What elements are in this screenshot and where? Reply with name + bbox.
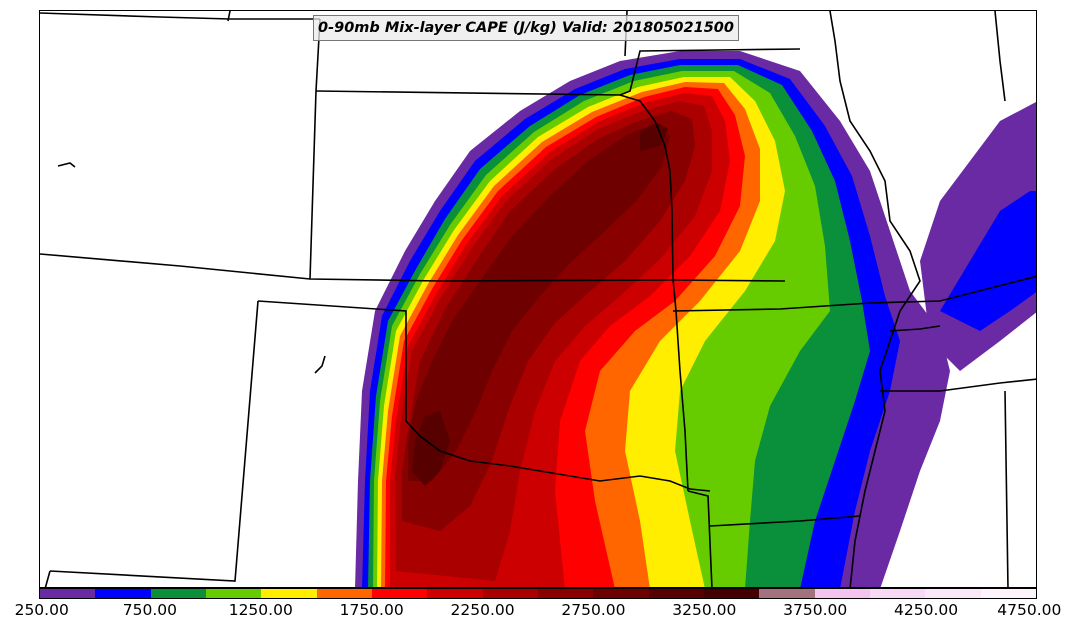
map-title: 0-90mb Mix-layer CAPE (J/kg) Valid: 2018… [313,15,739,41]
colorbar-tick-label: 1750.00 [339,601,404,619]
colorbar-tick-label: 750.00 [122,601,177,619]
colorbar [39,588,1037,599]
border-line [829,11,921,587]
border-line [687,490,713,587]
colorbar-segment [537,589,594,598]
cape-fill-layers [355,51,1036,587]
colorbar-segment [980,589,1036,598]
colorbar-tick-label: 3250.00 [672,601,737,619]
border-line [672,275,1036,312]
cape-map [40,11,1036,587]
colorbar-segment [482,589,538,598]
colorbar-segment [150,589,206,598]
border-line [49,300,259,582]
border-line [40,253,786,282]
colorbar-tick-label: 3750.00 [783,601,848,619]
border-line [57,162,76,168]
border-line [40,12,320,20]
colorbar-segment [869,589,926,598]
border-line [314,355,326,374]
cape-contour-3000 [412,411,450,486]
colorbar-tick-label: 4750.00 [997,601,1062,619]
border-line [315,48,801,96]
border-line [227,11,231,22]
border-line [309,90,317,280]
colorbar-tick-label: 250.00 [14,601,69,619]
colorbar-tick-label: 4250.00 [894,601,959,619]
colorbar-segment [371,589,428,598]
colorbar-segment [427,589,483,598]
border-line [257,300,711,492]
map-panel [39,10,1037,588]
colorbar-segment [205,589,262,598]
colorbar-segment [703,589,760,598]
colorbar-segment [40,589,96,598]
colorbar-segment [95,589,151,598]
border-line [44,570,51,587]
colorbar-tick-label: 1250.00 [228,601,293,619]
border-line [994,11,1006,102]
colorbar-segment [814,589,870,598]
colorbar-tick-label: 2750.00 [561,601,626,619]
cape-contour-500-east [940,191,1036,331]
colorbar-segment [316,589,372,598]
colorbar-segment [648,589,704,598]
border-line [709,515,861,527]
border-line [889,325,941,332]
colorbar-segment [925,589,981,598]
border-line [619,94,674,280]
border-line [672,278,689,492]
colorbar-ticks: 250.00 750.00 1250.00 1750.00 2250.00 2750.00… [0,601,1081,623]
cape-contour-2500 [402,111,695,531]
colorbar-segment [759,589,815,598]
cape-contour-2750 [408,123,670,481]
colorbar-segment [261,589,317,598]
border-line [1004,390,1009,587]
cape-contour-3000-north [640,123,668,151]
colorbar-tick-label: 2250.00 [450,601,515,619]
border-line [880,378,1036,392]
colorbar-segment [593,589,649,598]
